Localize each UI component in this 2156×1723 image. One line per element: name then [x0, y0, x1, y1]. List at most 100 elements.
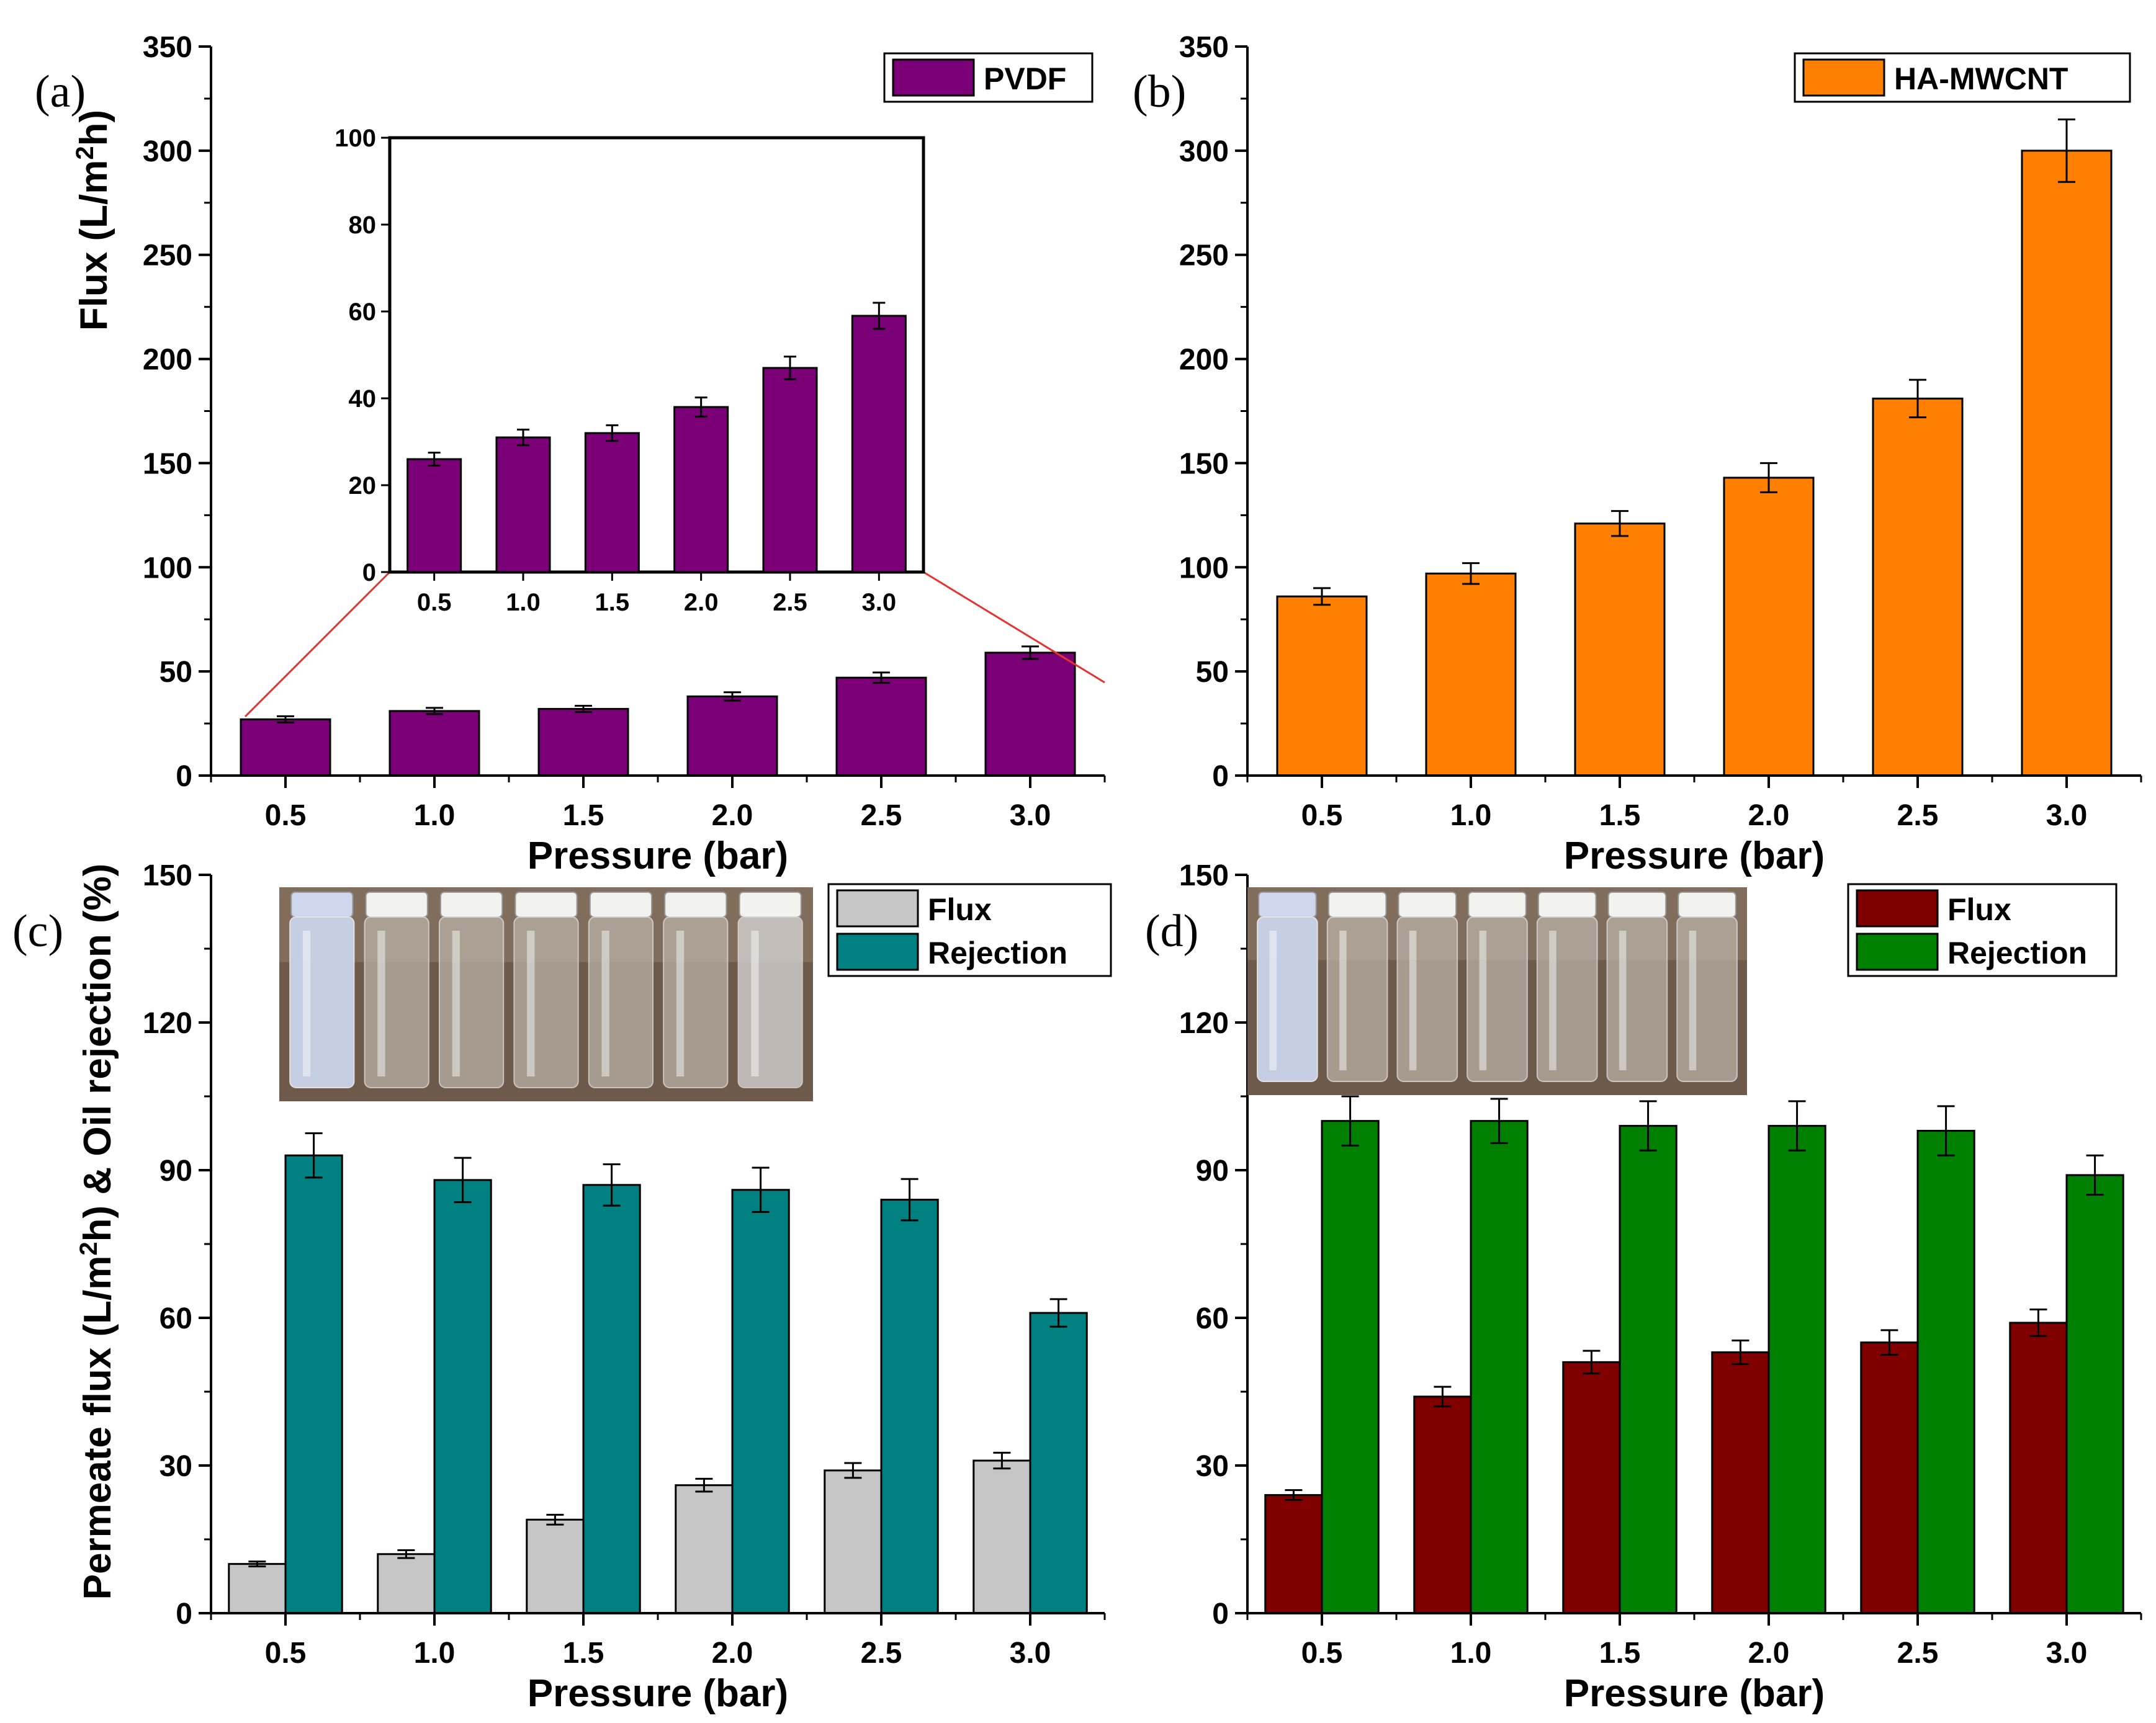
- y-tick-label: 350: [1179, 31, 1229, 64]
- bar: [2021, 150, 2113, 777]
- panel-c: (c) 0 30 60 90 120 150 0.5 1.0 1.5 2.0 2.5 3.0 Pressu…: [12, 859, 1112, 1715]
- inset-frame: [388, 136, 925, 574]
- vial-cap: [1468, 892, 1527, 918]
- y-axis-title-part: h): [73, 110, 115, 146]
- y-axis-title-sup: 2: [75, 1242, 102, 1255]
- vial-body: [1606, 916, 1668, 1082]
- vial-cap: [1678, 892, 1736, 918]
- y-tick-label: 100: [143, 552, 192, 584]
- vial-highlight: [1269, 931, 1277, 1070]
- inset-y-tick-label: 40: [349, 385, 377, 413]
- bar: [1562, 1361, 1621, 1614]
- y-tick-label: 50: [1196, 656, 1229, 689]
- inset-x-tick-label: 1.5: [595, 589, 630, 616]
- legend-swatch: [1856, 889, 1939, 928]
- vial-highlight: [601, 931, 609, 1076]
- y-tick-label: 150: [143, 859, 192, 892]
- vial-highlight: [527, 931, 535, 1076]
- y-tick-label: 50: [159, 656, 192, 689]
- bar: [1264, 1494, 1323, 1614]
- y-tick-label: 90: [159, 1155, 192, 1188]
- x-tick-label: 2.5: [1897, 1637, 1939, 1670]
- bar: [1574, 522, 1666, 777]
- y-axis-title-part: Flux (L/m: [73, 160, 115, 331]
- inset-x-tick-label: 1.0: [506, 589, 541, 616]
- legend-swatch: [892, 58, 975, 97]
- vial-cap: [440, 892, 503, 918]
- vial-cap: [1607, 892, 1667, 918]
- bar: [675, 1484, 734, 1614]
- vial-body: [289, 916, 355, 1088]
- bar: [433, 1179, 492, 1614]
- legend-swatch: [1802, 58, 1885, 97]
- inset-y-tick-label: 60: [349, 298, 377, 326]
- y-tick-label: 30: [1196, 1450, 1229, 1483]
- vial-body: [1536, 916, 1598, 1082]
- y-tick-label: 30: [159, 1450, 192, 1483]
- bar: [731, 1189, 790, 1614]
- vial-highlight: [302, 931, 311, 1076]
- panel-label: (a): [35, 66, 86, 117]
- vial-body: [1467, 916, 1528, 1082]
- vial-cap: [514, 892, 578, 918]
- inset-x-tick-label: 3.0: [862, 589, 897, 616]
- vial-highlight: [1549, 931, 1556, 1070]
- vial-body: [588, 916, 654, 1088]
- inset-y-tick-label: 0: [362, 559, 376, 586]
- vial-cap: [589, 892, 652, 918]
- bar: [1767, 1125, 1826, 1614]
- bar: [880, 1199, 939, 1614]
- bar: [1413, 1395, 1472, 1614]
- vial-body: [364, 916, 429, 1088]
- x-tick-label: 0.5: [1301, 799, 1343, 832]
- vial-highlight: [751, 931, 759, 1076]
- vial-cap: [290, 892, 354, 918]
- y-tick-label: 250: [143, 239, 192, 272]
- y-tick-label: 350: [143, 31, 192, 64]
- bar: [228, 1563, 287, 1614]
- legend-label: Rejection: [1947, 936, 2087, 970]
- bar: [389, 710, 480, 777]
- y-tick-label: 300: [143, 135, 192, 168]
- y-tick-label: 0: [176, 1598, 192, 1631]
- inset-bar: [406, 458, 462, 573]
- vial-body: [439, 916, 505, 1088]
- bar: [1872, 397, 1964, 777]
- zoom-line-right: [923, 571, 1105, 684]
- vial-body: [1257, 916, 1318, 1082]
- zoom-line-left: [244, 571, 391, 718]
- x-tick-label: 0.5: [265, 1637, 307, 1670]
- bar: [1723, 477, 1815, 777]
- inset-x-tick-label: 0.5: [417, 589, 452, 616]
- x-tick-label: 2.0: [712, 799, 753, 832]
- legend-label: Flux: [1947, 892, 2011, 927]
- y-tick-label: 300: [1179, 135, 1229, 168]
- vial-cap: [1537, 892, 1597, 918]
- y-tick-label: 60: [159, 1302, 192, 1335]
- legend-label: Flux: [928, 892, 992, 927]
- bar: [1619, 1125, 1678, 1614]
- vial-highlight: [1479, 931, 1487, 1070]
- bar: [1470, 1120, 1529, 1614]
- vial-cap: [1398, 892, 1457, 918]
- bar: [1916, 1130, 1975, 1614]
- inset-y-tick-label: 80: [349, 212, 377, 239]
- y-axis-title: Flux (L/m2h): [71, 110, 115, 331]
- x-tick-label: 2.0: [1748, 799, 1790, 832]
- y-tick-label: 60: [1196, 1302, 1229, 1335]
- bar: [537, 708, 629, 777]
- vial-body: [737, 916, 803, 1088]
- x-tick-label: 1.5: [563, 1637, 604, 1670]
- bar: [284, 1154, 343, 1614]
- x-tick-label: 1.0: [414, 1637, 456, 1670]
- x-tick-label: 2.5: [861, 1637, 902, 1670]
- legend-swatch: [836, 889, 919, 928]
- panel-d: (d) 0 30 60 90 120 150 0.5 1.0 1.5 2.0 2.5 3.0 Pressu…: [1145, 859, 2142, 1715]
- y-tick-label: 150: [1179, 859, 1229, 892]
- x-tick-label: 1.5: [1599, 1637, 1641, 1670]
- inset-bar: [584, 432, 640, 573]
- legend-swatch: [836, 933, 919, 971]
- bar: [582, 1184, 641, 1614]
- inset-x-tick-label: 2.5: [773, 589, 807, 616]
